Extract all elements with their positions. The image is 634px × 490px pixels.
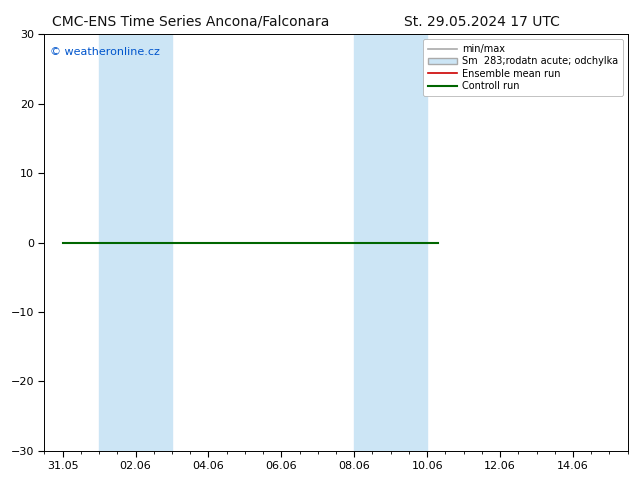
Bar bbox=[391, 34, 427, 451]
Text: St. 29.05.2024 17 UTC: St. 29.05.2024 17 UTC bbox=[404, 15, 560, 29]
Bar bbox=[136, 34, 172, 451]
Text: CMC-ENS Time Series Ancona/Falconara: CMC-ENS Time Series Ancona/Falconara bbox=[51, 15, 329, 29]
Legend: min/max, Sm  283;rodatn acute; odchylka, Ensemble mean run, Controll run: min/max, Sm 283;rodatn acute; odchylka, … bbox=[423, 39, 623, 96]
Text: © weatheronline.cz: © weatheronline.cz bbox=[50, 47, 160, 57]
Bar bbox=[354, 34, 391, 451]
Bar bbox=[99, 34, 136, 451]
